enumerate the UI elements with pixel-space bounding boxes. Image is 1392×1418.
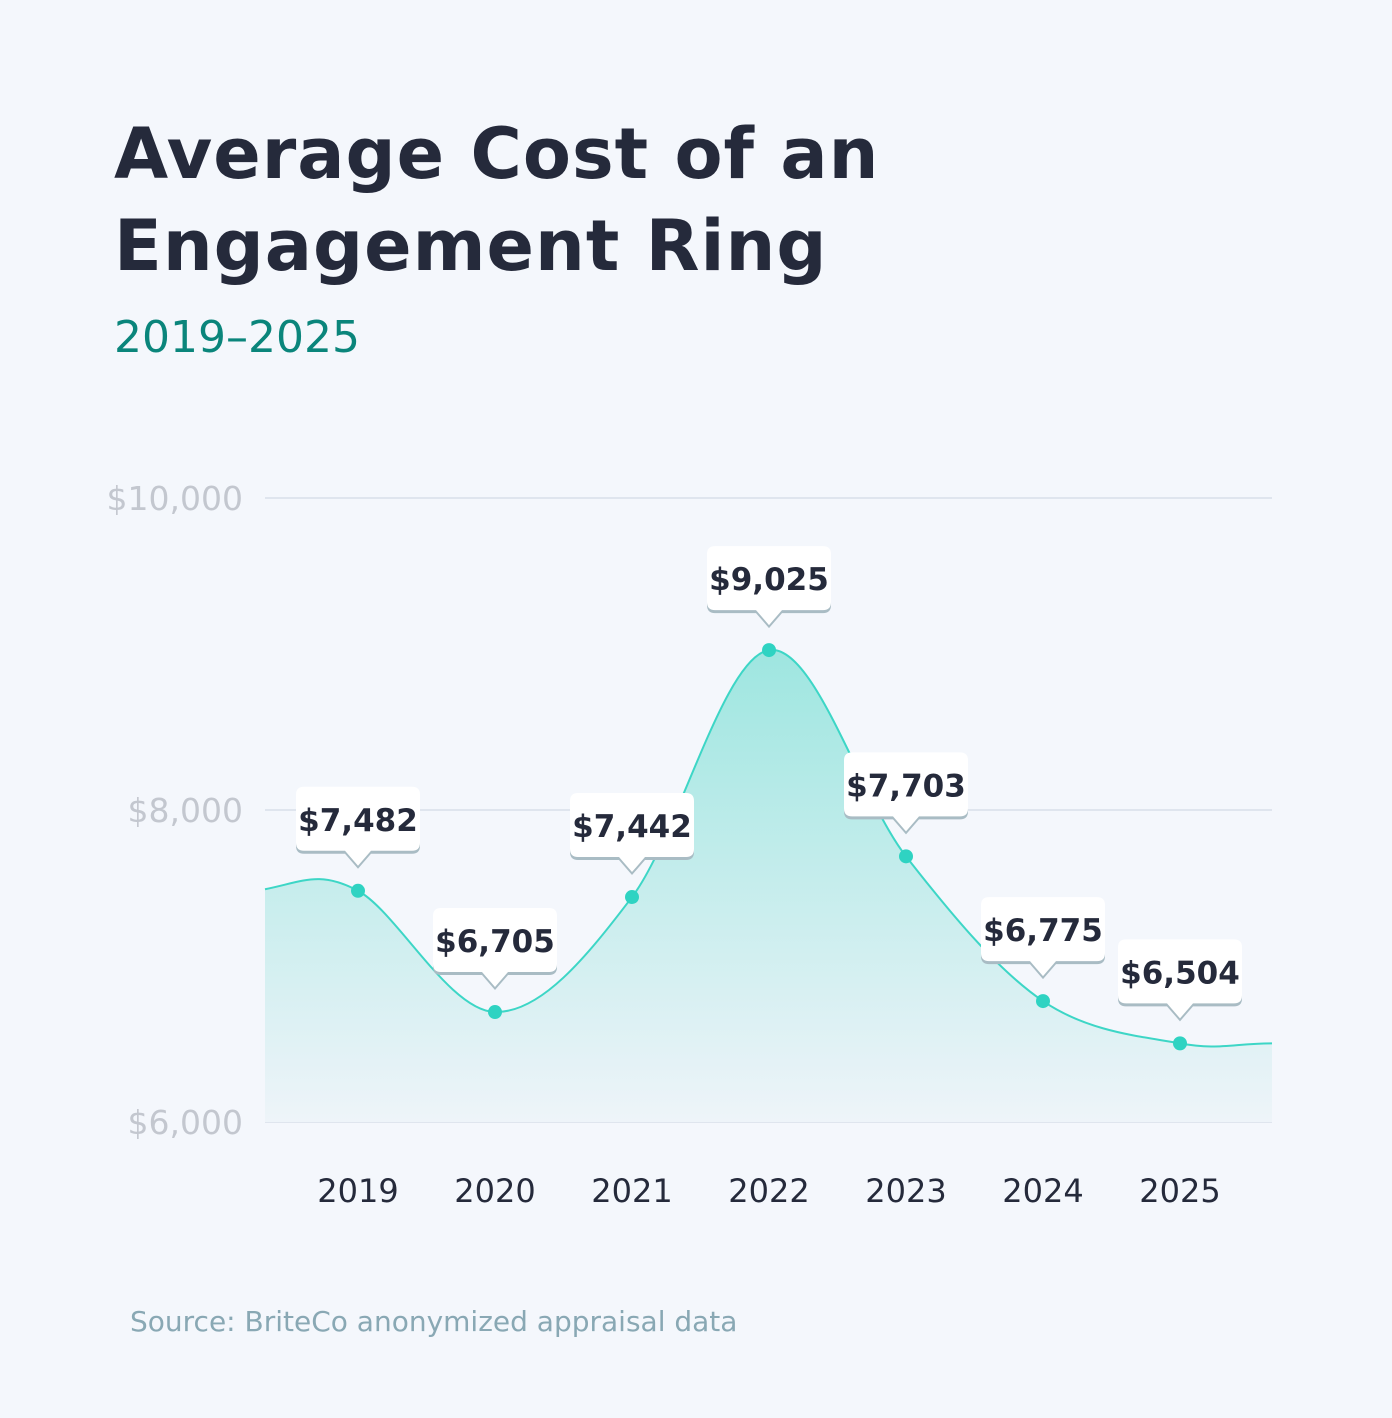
data-label: $9,025: [707, 546, 831, 629]
x-tick-label: 2022: [728, 1172, 809, 1210]
label-box: [1118, 939, 1242, 1019]
y-tick-label: $6,000: [128, 1103, 243, 1142]
y-tick-label: $10,000: [107, 479, 243, 518]
data-label-text: $6,775: [983, 913, 1103, 949]
x-tick-label: 2021: [591, 1172, 672, 1210]
data-label: $7,482: [296, 786, 420, 869]
data-point: [625, 890, 639, 905]
label-box: [570, 793, 694, 873]
data-point: [899, 849, 913, 864]
data-label-text: $7,442: [572, 809, 692, 845]
label-box: [707, 546, 831, 626]
data-label: $7,703: [844, 752, 968, 835]
label-box: [296, 786, 420, 866]
chart-subtitle: 2019–2025: [114, 312, 360, 363]
data-label: $6,705: [433, 908, 557, 991]
label-box: [981, 897, 1105, 977]
data-label: $7,442: [570, 793, 694, 876]
x-tick-label: 2020: [454, 1172, 535, 1210]
data-label: $6,504: [1118, 939, 1242, 1022]
x-tick-label: 2019: [317, 1172, 398, 1210]
x-tick-label: 2024: [1002, 1172, 1083, 1210]
data-point: [1036, 994, 1050, 1009]
label-box: [844, 752, 968, 832]
label-box: [433, 908, 557, 988]
data-label-text: $7,482: [298, 803, 418, 839]
source-note: Source: BriteCo anonymized appraisal dat…: [130, 1305, 738, 1338]
data-label-text: $9,025: [709, 562, 829, 598]
x-tick-label: 2023: [865, 1172, 946, 1210]
data-label-text: $6,504: [1120, 955, 1240, 991]
chart-title: Average Cost of an Engagement Ring: [114, 113, 880, 287]
area-fill: [265, 649, 1272, 1122]
data-point: [488, 1005, 502, 1020]
x-tick-label: 2025: [1139, 1172, 1220, 1210]
data-label-text: $7,703: [846, 768, 966, 804]
y-tick-label: $8,000: [128, 791, 243, 830]
data-point: [762, 643, 776, 658]
data-point: [1173, 1036, 1187, 1051]
data-label-text: $6,705: [435, 924, 555, 960]
data-label: $6,775: [981, 897, 1105, 980]
data-point: [351, 883, 365, 898]
